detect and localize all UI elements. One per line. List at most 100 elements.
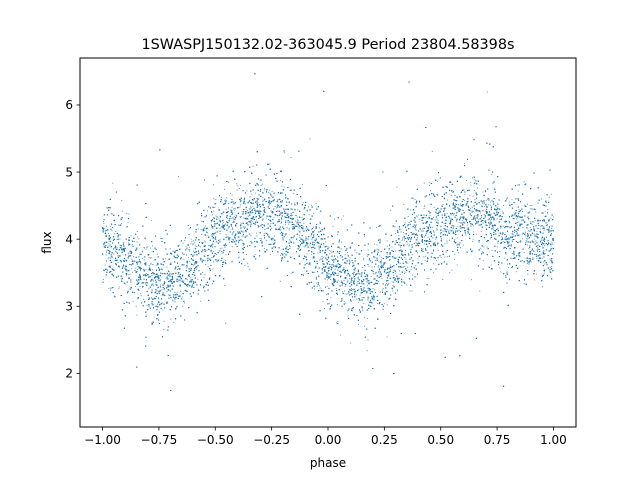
data-point: [255, 211, 257, 213]
data-point: [228, 241, 230, 243]
data-point: [427, 246, 429, 248]
data-point: [544, 245, 546, 247]
data-point: [374, 256, 376, 258]
data-point: [341, 241, 343, 243]
data-point: [235, 208, 237, 210]
data-point: [115, 251, 117, 253]
data-point: [364, 317, 366, 319]
data-point: [203, 277, 205, 279]
data-point: [302, 229, 304, 231]
data-point: [110, 241, 112, 243]
data-point: [268, 219, 270, 221]
data-point: [451, 191, 453, 193]
data-point: [211, 257, 213, 259]
data-point: [263, 200, 265, 202]
data-point: [397, 278, 399, 280]
data-point: [210, 251, 212, 253]
data-point: [235, 214, 237, 216]
data-point: [104, 245, 106, 247]
data-point: [250, 206, 252, 208]
data-point: [408, 222, 410, 224]
data-point: [219, 227, 221, 229]
data-point: [216, 260, 218, 262]
data-point: [417, 241, 419, 243]
data-point: [374, 243, 375, 245]
data-point: [224, 199, 226, 201]
data-point: [128, 255, 130, 257]
data-point: [307, 238, 309, 240]
data-point: [372, 273, 374, 275]
data-point: [250, 207, 252, 209]
data-point: [509, 222, 511, 224]
data-point: [238, 231, 240, 233]
data-point: [537, 237, 539, 239]
data-point: [222, 211, 224, 213]
data-point: [207, 266, 209, 268]
data-point: [252, 212, 254, 214]
data-point: [547, 229, 549, 231]
data-point: [349, 278, 351, 280]
data-point: [511, 240, 513, 242]
data-point: [202, 242, 204, 244]
data-point: [156, 303, 158, 305]
data-point: [543, 230, 545, 232]
data-point: [121, 276, 123, 278]
data-point: [372, 294, 374, 296]
data-point: [525, 235, 527, 237]
data-point: [374, 273, 376, 275]
data-point: [525, 241, 527, 243]
data-point: [484, 216, 486, 218]
data-point: [264, 208, 266, 210]
data-point: [236, 189, 238, 191]
data-point: [228, 202, 230, 204]
data-point: [509, 244, 511, 246]
data-point: [394, 226, 396, 228]
data-point: [218, 218, 220, 220]
data-point: [139, 268, 141, 270]
data-point: [527, 217, 529, 219]
data-point: [521, 260, 523, 262]
data-point: [436, 228, 438, 230]
data-point: [467, 208, 469, 210]
data-point: [303, 246, 305, 248]
data-point: [201, 241, 203, 243]
data-point: [173, 321, 175, 323]
data-point: [330, 275, 332, 277]
data-point: [469, 181, 471, 183]
data-point: [246, 217, 248, 219]
data-point: [521, 216, 523, 218]
data-point: [543, 220, 545, 222]
data-point: [351, 278, 353, 280]
data-point: [263, 233, 265, 235]
data-point: [329, 278, 331, 280]
data-point: [138, 289, 140, 291]
data-point: [399, 266, 401, 268]
data-point: [269, 236, 271, 238]
data-point: [536, 253, 538, 255]
data-point: [213, 198, 215, 200]
data-point: [311, 234, 313, 236]
data-point: [389, 260, 391, 262]
data-point: [239, 206, 241, 208]
data-point: [362, 267, 364, 268]
data-point: [285, 251, 287, 253]
data-point: [541, 253, 543, 255]
data-point: [352, 288, 354, 290]
data-point: [137, 265, 139, 267]
data-point: [402, 231, 404, 233]
data-point: [315, 265, 317, 267]
data-point: [155, 274, 157, 276]
data-point: [446, 240, 448, 242]
data-point: [530, 221, 532, 223]
data-point: [533, 226, 535, 228]
data-point: [240, 216, 242, 218]
data-point: [328, 266, 330, 268]
data-point: [108, 245, 110, 247]
data-point: [457, 243, 459, 245]
data-point: [238, 231, 240, 233]
data-point: [168, 286, 170, 288]
data-point: [328, 247, 330, 249]
data-point: [415, 224, 417, 226]
data-point: [474, 199, 476, 201]
data-point: [273, 239, 275, 241]
